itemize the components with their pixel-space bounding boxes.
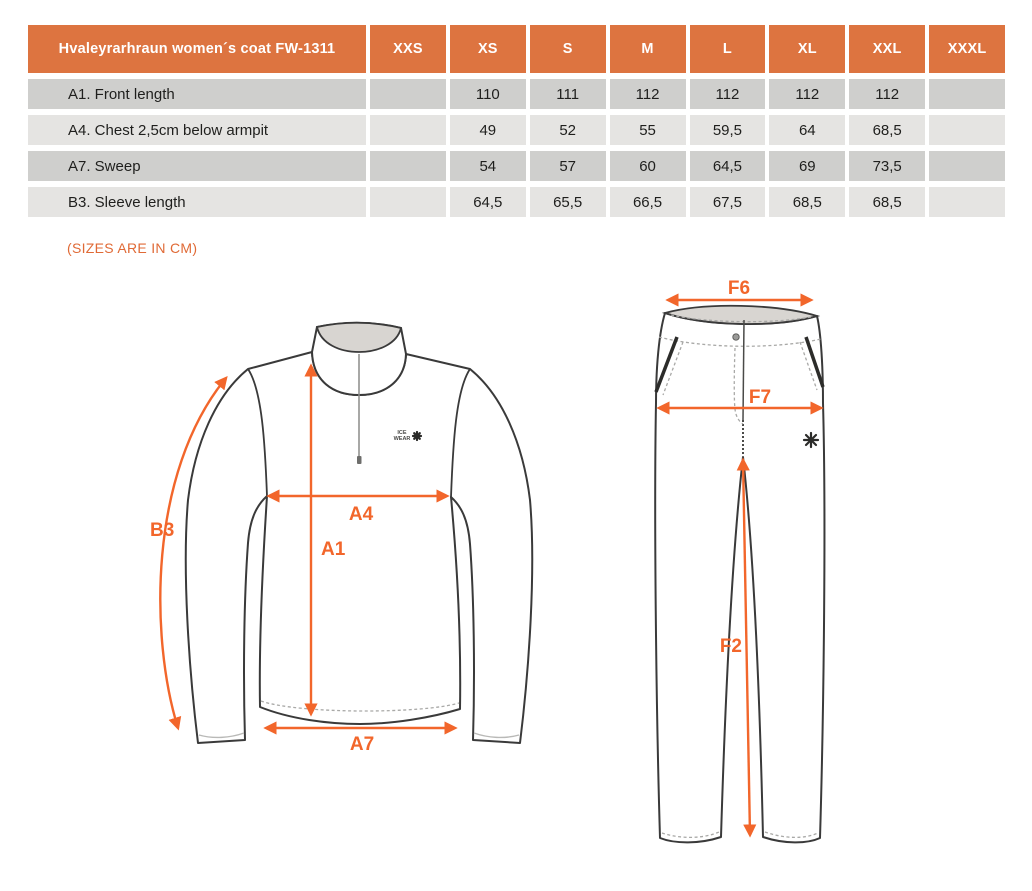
value-cell: 111 [529, 79, 606, 109]
size-col-m: M [609, 25, 686, 73]
size-col-xxxl: XXXL [929, 25, 1005, 73]
snowflake-icon [411, 430, 423, 442]
f2-label: F2 [720, 636, 742, 657]
value-cell: 65,5 [529, 187, 606, 217]
value-cell: 112 [609, 79, 686, 109]
svg-text:WEAR: WEAR [394, 436, 411, 442]
pants-pocket-left [654, 336, 679, 393]
value-cell: 68,5 [849, 187, 926, 217]
value-cell: 54 [449, 151, 526, 181]
jacket-raglan-seam-left [247, 368, 268, 497]
value-cell: 60 [609, 151, 686, 181]
row-label-chest: A4. Chest 2,5cm below armpit [28, 115, 366, 145]
value-cell [370, 79, 446, 109]
pants-button [732, 333, 740, 341]
value-cell: 112 [769, 79, 846, 109]
size-col-xs: XS [449, 25, 526, 73]
value-cell: 64,5 [449, 187, 526, 217]
units-note: (SIZES ARE IN CM) [67, 240, 198, 256]
value-cell: 68,5 [769, 187, 846, 217]
snowflake-icon [802, 431, 820, 449]
row-label-sweep: A7. Sweep [28, 151, 366, 181]
pants-pocket-right [804, 336, 825, 388]
a1-label: A1 [321, 539, 346, 560]
jacket-measurement-diagram: ICE WEAR B3 A1 A4 A7 [150, 321, 534, 755]
value-cell [370, 151, 446, 181]
value-cell: 64 [769, 115, 846, 145]
value-cell: 68,5 [849, 115, 926, 145]
value-cell [929, 115, 1005, 145]
row-label-sleeve-length: B3. Sleeve length [28, 187, 366, 217]
value-cell [370, 187, 446, 217]
value-cell: 67,5 [689, 187, 766, 217]
value-cell: 69 [769, 151, 846, 181]
pants-hem-stitch-left [661, 831, 720, 839]
a7-label: A7 [350, 734, 374, 755]
jacket-hem-stitch [260, 700, 460, 712]
value-cell [929, 187, 1005, 217]
value-cell: 52 [529, 115, 606, 145]
value-cell: 112 [689, 79, 766, 109]
jacket-zipper-pull [357, 456, 362, 464]
svg-text:ICE: ICE [397, 430, 407, 436]
b3-sleeve-arrow [159, 375, 228, 731]
value-cell: 64,5 [689, 151, 766, 181]
value-cell: 49 [449, 115, 526, 145]
value-cell: 112 [849, 79, 926, 109]
f7-label: F7 [749, 387, 771, 408]
value-cell: 55 [609, 115, 686, 145]
b3-label: B3 [150, 520, 174, 541]
pants-hem-stitch-right [764, 831, 819, 839]
pants-pocket-stitch-right [799, 341, 818, 391]
pants-measurement-diagram: F6 F7 F2 [654, 278, 826, 844]
f6-label: F6 [728, 278, 750, 299]
pants-center-front-seam [742, 319, 745, 421]
jacket-body-outline [184, 351, 534, 744]
pants-body-outline [654, 312, 826, 844]
value-cell: 59,5 [689, 115, 766, 145]
value-cell: 110 [449, 79, 526, 109]
jacket-cuff-line-left [198, 732, 245, 739]
icewear-logo: ICE WEAR [394, 430, 423, 442]
value-cell [929, 79, 1005, 109]
f2-inseam-arrow [736, 457, 757, 838]
size-col-s: S [529, 25, 606, 73]
pants-waist-interior-stitch [670, 314, 812, 323]
row-label-front-length: A1. Front length [28, 79, 366, 109]
value-cell: 57 [529, 151, 606, 181]
value-cell [929, 151, 1005, 181]
jacket-raglan-seam-right [450, 368, 471, 498]
jacket-collar-interior [315, 321, 403, 353]
jacket-cuff-line-right [473, 732, 520, 739]
value-cell [370, 115, 446, 145]
size-table: Hvaleyrarhraun women´s coat FW-1311 XXS … [28, 25, 1005, 217]
value-cell: 73,5 [849, 151, 926, 181]
table-title: Hvaleyrarhraun women´s coat FW-1311 [28, 25, 366, 73]
size-col-xxl: XXL [849, 25, 926, 73]
pants-pocket-stitch-left [662, 341, 684, 396]
a4-label: A4 [349, 504, 374, 525]
size-col-xxs: XXS [370, 25, 446, 73]
size-col-l: L [689, 25, 766, 73]
value-cell: 66,5 [609, 187, 686, 217]
size-col-xl: XL [769, 25, 846, 73]
